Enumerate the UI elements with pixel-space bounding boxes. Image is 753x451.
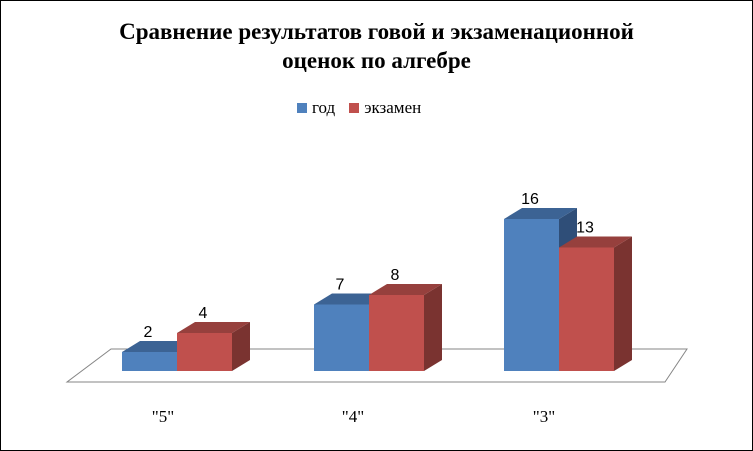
category-label-2: "4": [342, 407, 364, 426]
bar-exam-2-top: [369, 284, 442, 295]
bar-year-2: [314, 304, 369, 371]
bar-year-3: [504, 219, 559, 371]
bar-exam-3-top: [559, 236, 632, 248]
bar-year-3-label: 16: [521, 191, 539, 208]
bar-exam-3-side: [614, 236, 632, 371]
bar-exam-1: [177, 333, 232, 371]
chart-title: Сравнение результатов говой и экзаменаци…: [41, 17, 712, 75]
bar-exam-3-label: 13: [576, 220, 594, 237]
bar-exam-2-side: [424, 284, 442, 371]
bar-exam-2-label: 8: [391, 267, 400, 284]
bar-year-2-label: 7: [336, 277, 345, 294]
bar-exam-3: [559, 247, 614, 371]
legend-swatch-year: [297, 103, 307, 113]
legend-swatch-exam: [349, 103, 360, 113]
bar-year-3-top: [504, 208, 577, 219]
bar-exam-1-side: [232, 322, 250, 371]
chart-title-line-2: оценок по алгебре: [282, 48, 471, 73]
bar-exam-1-top: [177, 322, 250, 333]
bar-year-1-top: [122, 341, 195, 352]
category-label-1: "5": [152, 407, 174, 426]
legend-label-exam: экзамен: [364, 98, 422, 117]
chart-title-line-1: Сравнение результатов говой и экзаменаци…: [119, 19, 634, 44]
bar-year-1-label: 2: [144, 324, 153, 341]
legend-item-year: год: [297, 98, 335, 118]
legend-item-exam: экзамен: [349, 98, 421, 118]
legend: год экзамен: [297, 98, 421, 118]
bar-exam-1-label: 4: [199, 305, 208, 322]
bar-exam-2: [369, 295, 424, 371]
legend-label-year: год: [312, 98, 336, 117]
bar-year-2-top: [314, 293, 387, 305]
category-label-3: "3": [533, 407, 555, 426]
bar-year-1: [122, 352, 177, 371]
